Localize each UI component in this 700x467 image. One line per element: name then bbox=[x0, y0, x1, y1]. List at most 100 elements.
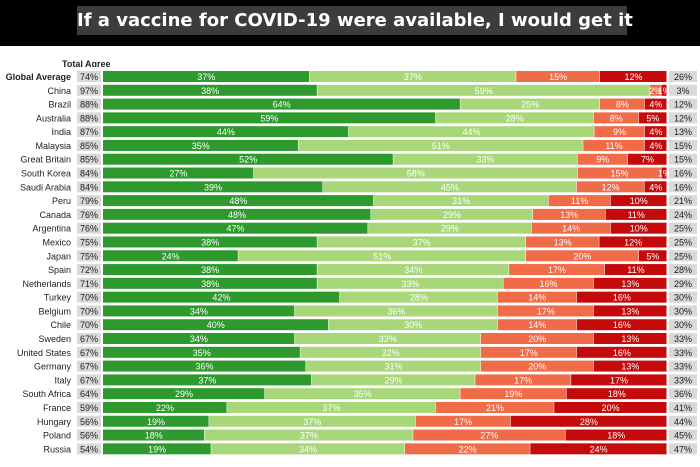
total-agree-box bbox=[77, 415, 101, 427]
bar-segment-somewhat-disagree bbox=[415, 415, 511, 427]
data-label: 22% bbox=[459, 444, 477, 454]
total-disagree-box bbox=[669, 319, 697, 331]
data-label: 33% bbox=[379, 334, 397, 344]
total-disagree-box bbox=[669, 153, 697, 165]
total-agree-box bbox=[77, 222, 101, 234]
total-agree-value: 76% bbox=[80, 210, 98, 220]
total-agree-box bbox=[77, 305, 101, 317]
data-label: 15% bbox=[611, 169, 629, 179]
bar-segment-strongly-agree bbox=[103, 305, 295, 317]
bar-segment-strongly-disagree bbox=[510, 415, 667, 427]
data-label: 18% bbox=[607, 431, 625, 441]
total-agree-box bbox=[77, 374, 101, 386]
category-label: Netherlands bbox=[22, 279, 71, 289]
data-label: 27% bbox=[169, 169, 187, 179]
bar-segment-strongly-agree bbox=[103, 84, 317, 96]
bar-segment-strongly-agree bbox=[103, 374, 312, 386]
data-label: 19% bbox=[147, 417, 165, 427]
total-disagree-value: 33% bbox=[674, 334, 692, 344]
total-disagree-value: 30% bbox=[674, 306, 692, 316]
data-label: 16% bbox=[613, 320, 631, 330]
bar-segment-strongly-agree bbox=[103, 277, 317, 289]
category-label: South Africa bbox=[22, 389, 71, 399]
bar-segment-somewhat-disagree bbox=[509, 264, 605, 276]
total-disagree-value: 15% bbox=[674, 155, 692, 165]
total-agree-box bbox=[77, 195, 101, 207]
total-agree-value: 84% bbox=[80, 169, 98, 179]
bar-segment-somewhat-disagree bbox=[480, 346, 577, 358]
data-label: 19% bbox=[504, 389, 522, 399]
bar-segment-strongly-disagree bbox=[604, 264, 667, 276]
bar-segment-strongly-disagree bbox=[576, 291, 667, 303]
data-label: 11% bbox=[628, 210, 645, 220]
bar-segment-strongly-disagree bbox=[593, 277, 667, 289]
total-agree-box bbox=[77, 291, 101, 303]
total-disagree-box bbox=[669, 195, 697, 207]
bar-segment-somewhat-agree bbox=[317, 236, 526, 248]
bar-segment-somewhat-disagree bbox=[460, 388, 566, 400]
total-disagree-box bbox=[669, 291, 697, 303]
title-box bbox=[77, 6, 627, 35]
category-label: Spain bbox=[48, 265, 71, 275]
bar-segment-somewhat-disagree bbox=[516, 71, 600, 82]
total-disagree-box bbox=[669, 181, 697, 193]
category-label: South Korea bbox=[21, 169, 71, 179]
bar-segment-strongly-disagree bbox=[593, 360, 667, 372]
data-label: 1% bbox=[658, 86, 671, 96]
total-disagree-value: 30% bbox=[674, 293, 692, 303]
total-agree-box bbox=[77, 236, 101, 248]
total-disagree-box bbox=[669, 112, 697, 124]
total-disagree-box bbox=[669, 374, 697, 386]
data-label: 40% bbox=[207, 320, 225, 330]
bar-segment-somewhat-disagree bbox=[497, 291, 577, 303]
total-agree-box bbox=[77, 346, 101, 358]
data-label: 9% bbox=[596, 155, 609, 165]
bar-segment-somewhat-agree bbox=[317, 84, 650, 96]
chart-title: If a vaccine for COVID-19 were available… bbox=[77, 10, 633, 31]
total-disagree-value: 36% bbox=[674, 389, 692, 399]
category-label: Japan bbox=[46, 251, 71, 261]
bar-segment-somewhat-agree bbox=[373, 195, 549, 207]
data-label: 47% bbox=[227, 224, 245, 234]
total-disagree-value: 13% bbox=[674, 127, 692, 137]
category-label: Global Average bbox=[6, 72, 71, 82]
data-label: 4% bbox=[649, 141, 662, 151]
bar-segment-strongly-disagree bbox=[627, 153, 667, 165]
data-label: 35% bbox=[192, 141, 210, 151]
bar-segment-somewhat-agree bbox=[253, 167, 578, 179]
data-label: 11% bbox=[627, 265, 644, 275]
total-agree-box bbox=[77, 264, 101, 276]
data-label: 39% bbox=[204, 182, 222, 192]
data-label: 37% bbox=[198, 375, 216, 385]
data-label: 20% bbox=[528, 362, 546, 372]
bar-segment-strongly-disagree bbox=[638, 250, 667, 262]
bar-segment-strongly-agree bbox=[103, 250, 238, 262]
bar-segment-somewhat-disagree bbox=[497, 305, 594, 317]
bar-segment-somewhat-agree bbox=[393, 153, 578, 165]
total-agree-value: 56% bbox=[80, 431, 98, 441]
total-agree-value: 67% bbox=[80, 375, 98, 385]
total-disagree-box bbox=[669, 84, 697, 96]
bar-segment-somewhat-agree bbox=[264, 388, 460, 400]
bar-segment-strongly-agree bbox=[103, 443, 211, 455]
data-label: 7% bbox=[641, 155, 654, 165]
data-label: 5% bbox=[646, 113, 659, 123]
bar-segment-somewhat-agree bbox=[227, 401, 436, 413]
category-label: Italy bbox=[54, 375, 71, 385]
data-label: 29% bbox=[175, 389, 193, 399]
category-label: Saudi Arabia bbox=[20, 182, 71, 192]
bar-segment-somewhat-disagree bbox=[497, 319, 577, 331]
category-label: Chile bbox=[50, 320, 71, 330]
data-label: 13% bbox=[621, 279, 639, 289]
total-disagree-value: 26% bbox=[674, 72, 692, 82]
data-label: 48% bbox=[228, 210, 246, 220]
bar-segment-somewhat-agree bbox=[204, 429, 413, 441]
data-label: 11% bbox=[605, 141, 622, 151]
bar-segment-somewhat-disagree bbox=[577, 153, 628, 165]
total-agree-value: 70% bbox=[80, 293, 98, 303]
data-label: 13% bbox=[621, 362, 639, 372]
bar-segment-strongly-disagree bbox=[565, 429, 667, 441]
bar-segment-somewhat-disagree bbox=[583, 139, 645, 151]
total-agree-box bbox=[77, 126, 101, 138]
total-agree-value: 67% bbox=[80, 348, 98, 358]
